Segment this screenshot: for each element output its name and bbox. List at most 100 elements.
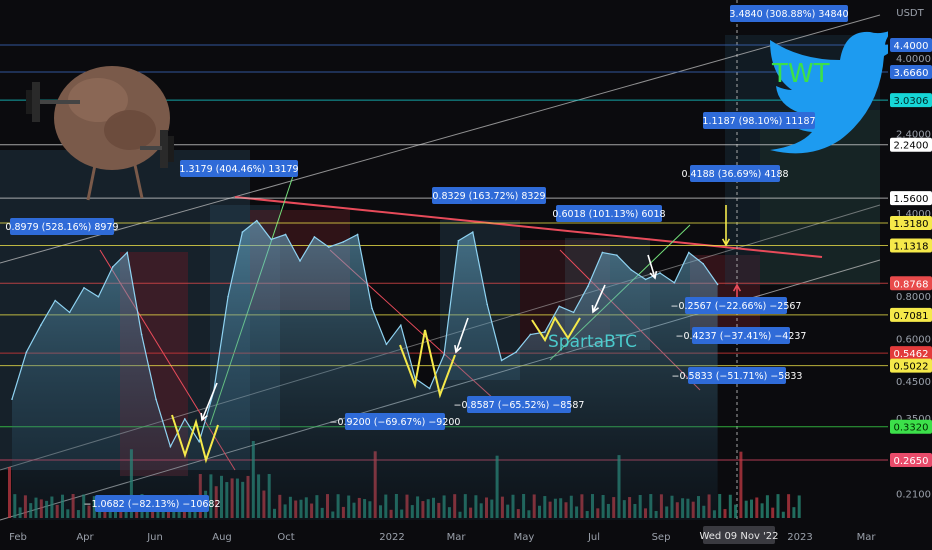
measure-label-box[interactable] xyxy=(432,187,546,204)
x-tick-label: Aug xyxy=(212,532,232,543)
volume-bar xyxy=(734,504,738,518)
brain-fold xyxy=(68,78,128,122)
price-level-tag[interactable] xyxy=(890,191,932,206)
price-level-tag[interactable] xyxy=(890,64,932,79)
arrow-icon xyxy=(721,238,731,247)
price-point xyxy=(255,219,258,222)
price-axis xyxy=(888,0,932,550)
measure-label-box[interactable] xyxy=(10,218,114,235)
x-tick-label: 2023 xyxy=(787,532,812,543)
arrow-icon xyxy=(454,344,462,354)
y-tick-label: 0.3500 xyxy=(896,414,931,425)
crosshair-date-box xyxy=(703,526,775,544)
volume-bar xyxy=(787,494,791,518)
y-tick-label: 0.2100 xyxy=(896,489,931,500)
price-point xyxy=(529,333,532,336)
arrow-icon xyxy=(591,304,600,314)
price-level-label: 4.4000 xyxy=(894,41,929,52)
price-point xyxy=(342,241,345,243)
price-point xyxy=(198,440,200,443)
price-level-tag[interactable] xyxy=(890,307,932,322)
logo-text: TWT xyxy=(771,59,830,89)
price-level-tag[interactable] xyxy=(890,238,932,253)
price-level-tag[interactable] xyxy=(890,93,932,108)
price-level-tag[interactable] xyxy=(890,419,932,434)
price-point xyxy=(328,246,330,248)
price-point xyxy=(601,251,604,254)
price-line[interactable] xyxy=(11,219,719,449)
measure-label-box[interactable] xyxy=(688,367,786,384)
volume-bar xyxy=(771,507,775,518)
price-point xyxy=(428,387,431,390)
price-level-tag[interactable] xyxy=(890,346,932,361)
price-point xyxy=(716,283,719,286)
price-level-tag[interactable] xyxy=(890,216,932,231)
measure-label: −0.9200 (−69.67%) −9200 xyxy=(330,417,461,428)
measure-label-box[interactable] xyxy=(692,327,790,344)
resistance-line[interactable] xyxy=(234,196,823,258)
measure-label: −0.8587 (−65.52%) −8587 xyxy=(454,400,585,411)
measure-label-box[interactable] xyxy=(556,205,662,222)
arrow-icon xyxy=(201,382,218,421)
price-point xyxy=(54,299,56,302)
zigzag-pattern xyxy=(531,315,581,343)
price-level-label: 1.3180 xyxy=(894,219,929,230)
measure-label-box[interactable] xyxy=(345,413,445,430)
measure-label: 1.1187 (98.10%) 11187 xyxy=(702,116,815,127)
target-label-box[interactable] xyxy=(730,5,848,22)
price-level-label: 0.3320 xyxy=(894,423,929,434)
time-axis xyxy=(0,524,932,550)
measure-label-box[interactable] xyxy=(685,297,787,314)
price-point xyxy=(126,251,128,254)
x-tick-label: Sep xyxy=(652,532,671,543)
channel-upper-line[interactable] xyxy=(0,14,881,264)
price-point xyxy=(184,418,186,420)
price-point xyxy=(587,285,589,287)
target-label: 3.4840 (308.88%) 34840 xyxy=(729,9,848,20)
price-level-tag[interactable] xyxy=(890,453,932,467)
price-point xyxy=(544,331,546,333)
measure-label-box[interactable] xyxy=(180,160,298,177)
price-point xyxy=(97,296,100,298)
measure-label: 0.4188 (36.69%) 4188 xyxy=(681,169,788,180)
x-tick-label: May xyxy=(514,532,535,543)
measure-label-box[interactable] xyxy=(467,396,571,413)
dumbbell-icon xyxy=(32,82,40,122)
price-level-tag[interactable] xyxy=(890,276,932,291)
price-point xyxy=(472,231,474,233)
price-level-tag[interactable] xyxy=(890,38,932,52)
price-point xyxy=(140,333,143,336)
measure-label: 1.3179 (404.46%) 13179 xyxy=(179,164,298,175)
dumbbell-icon xyxy=(160,130,168,168)
volume-bar xyxy=(723,509,727,518)
zigzag-pattern xyxy=(171,414,219,464)
volume-bar xyxy=(792,507,796,518)
zigzag-pattern xyxy=(399,329,456,399)
price-level-label: 0.7081 xyxy=(894,311,929,322)
price-point xyxy=(371,307,373,310)
price-point xyxy=(486,303,489,306)
price-level-tag[interactable] xyxy=(890,358,932,373)
price-point xyxy=(400,324,402,327)
measure-label: 0.8979 (528.16%) 8979 xyxy=(5,222,118,233)
measure-label: −1.0682 (−82.13%) −10682 xyxy=(83,499,220,510)
arrow-icon xyxy=(732,283,742,292)
measure-label-box[interactable] xyxy=(703,112,815,129)
y-tick-label: 0.4500 xyxy=(896,377,931,388)
price-point xyxy=(515,351,517,353)
x-tick-label: Apr xyxy=(76,532,94,543)
price-level-label: 2.2400 xyxy=(894,141,929,152)
measure-label-box[interactable] xyxy=(690,165,780,182)
price-point xyxy=(630,269,632,271)
price-point xyxy=(241,231,244,233)
price-point xyxy=(644,278,647,281)
price-point xyxy=(457,239,460,242)
price-level-tag[interactable] xyxy=(890,137,932,152)
measure-label-box[interactable] xyxy=(95,495,209,512)
price-point xyxy=(227,296,229,298)
price-point xyxy=(702,263,704,265)
dumbbell-icon xyxy=(26,90,32,114)
brain-logo xyxy=(26,66,174,201)
